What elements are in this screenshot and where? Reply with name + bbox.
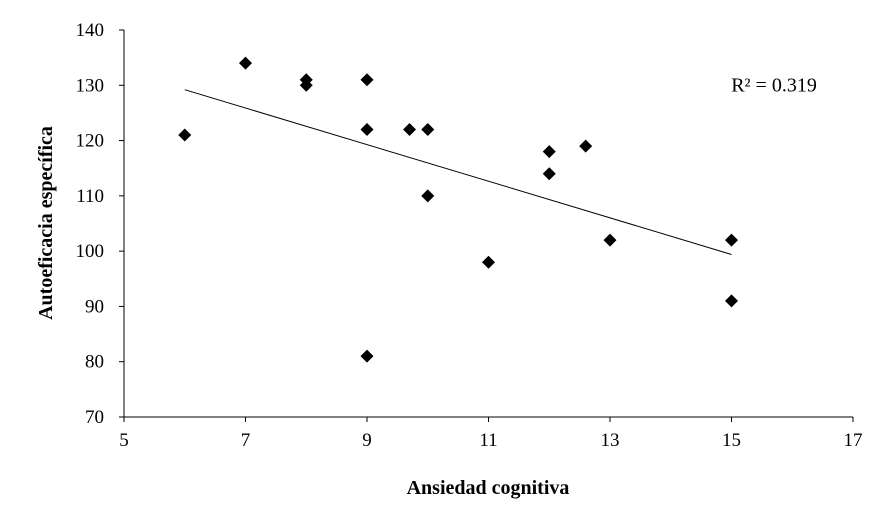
- y-tick-label: 90: [85, 296, 104, 317]
- x-tick-label: 11: [479, 430, 497, 451]
- x-tick-label: 5: [119, 430, 129, 451]
- x-axis-title: Ansiedad cognitiva: [407, 477, 570, 499]
- annotations: R² = 0.319: [731, 74, 817, 96]
- x-tick-label: 9: [362, 430, 372, 451]
- r-squared-label: R² = 0.319: [731, 74, 817, 96]
- data-point: [403, 123, 417, 137]
- y-tick-label: 140: [76, 20, 105, 41]
- data-point: [239, 56, 252, 70]
- data-point: [360, 349, 374, 363]
- y-tick-label: 80: [85, 352, 104, 373]
- y-tick-label: 120: [76, 131, 105, 152]
- x-tick-label: 15: [722, 430, 741, 451]
- y-tick-label: 100: [76, 241, 105, 262]
- data-point: [725, 294, 738, 308]
- x-tick-label: 7: [241, 430, 251, 451]
- x-tick-label: 13: [601, 430, 620, 451]
- y-axis-ticks: 70 80 90 100 110 120 130 140: [76, 20, 124, 428]
- x-axis-ticks: 5 7 9 11 13 15 17: [119, 417, 863, 451]
- y-tick-label: 70: [85, 407, 104, 428]
- data-point: [542, 145, 556, 159]
- data-point: [299, 78, 313, 92]
- data-point: [360, 73, 374, 87]
- data-point: [603, 233, 617, 247]
- y-axis-title: Autoeficacia específica: [35, 126, 57, 320]
- data-point: [421, 123, 435, 137]
- trendline: [184, 89, 732, 255]
- data-point: [482, 255, 495, 269]
- data-point: [360, 123, 374, 137]
- y-tick-label: 130: [76, 75, 105, 96]
- data-point: [421, 189, 435, 203]
- y-tick-label: 110: [76, 186, 104, 207]
- data-point: [178, 128, 192, 142]
- data-point: [579, 139, 593, 153]
- x-tick-label: 17: [844, 430, 863, 451]
- data-point: [725, 233, 738, 247]
- data-point: [542, 167, 556, 181]
- data-points: [178, 56, 738, 363]
